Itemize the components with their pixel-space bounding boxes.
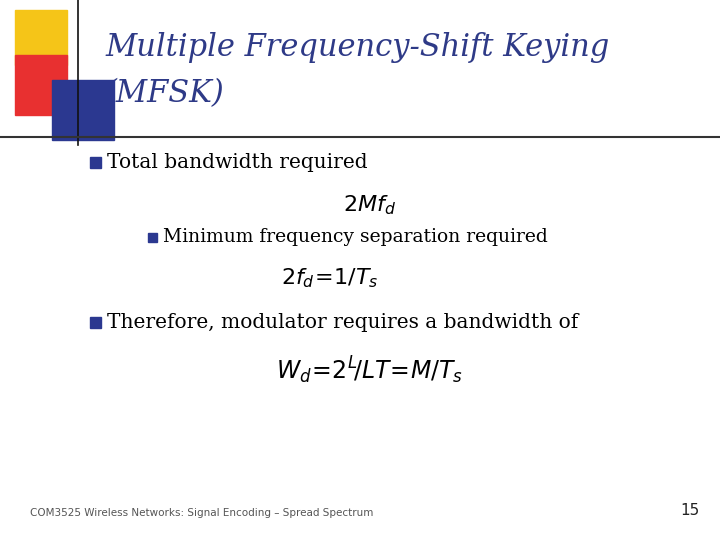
- Text: Therefore, modulator requires a bandwidth of: Therefore, modulator requires a bandwidt…: [107, 313, 578, 332]
- Text: $2Mf_d$: $2Mf_d$: [343, 193, 397, 217]
- Bar: [148, 233, 157, 242]
- Text: COM3525 Wireless Networks: Signal Encoding – Spread Spectrum: COM3525 Wireless Networks: Signal Encodi…: [30, 508, 374, 518]
- Text: Minimum frequency separation required: Minimum frequency separation required: [163, 228, 548, 246]
- Bar: [90, 157, 101, 168]
- Bar: [15, 55, 67, 115]
- Bar: [52, 80, 114, 140]
- Bar: [15, 10, 67, 65]
- Text: $W_d\!=\!2^L\!/LT\!=\!M/T_s$: $W_d\!=\!2^L\!/LT\!=\!M/T_s$: [276, 354, 464, 386]
- Text: $2f_d\!=\!1/T_s$: $2f_d\!=\!1/T_s$: [282, 266, 379, 290]
- Text: Total bandwidth required: Total bandwidth required: [107, 152, 368, 172]
- Text: (MFSK): (MFSK): [105, 78, 225, 109]
- Text: Multiple Frequency-Shift Keying: Multiple Frequency-Shift Keying: [105, 32, 609, 63]
- Bar: [90, 317, 101, 328]
- Text: 15: 15: [680, 503, 700, 518]
